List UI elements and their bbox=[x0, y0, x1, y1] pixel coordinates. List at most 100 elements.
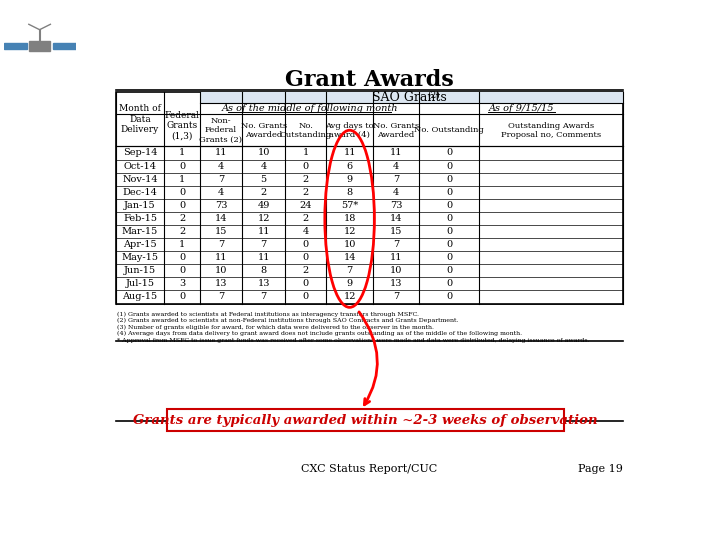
Text: 0: 0 bbox=[303, 161, 309, 171]
Text: 5: 5 bbox=[261, 174, 266, 184]
Text: Avg days to
award (4): Avg days to award (4) bbox=[325, 122, 374, 139]
Text: 4: 4 bbox=[218, 188, 224, 197]
Text: 2: 2 bbox=[302, 266, 309, 275]
Text: 6: 6 bbox=[346, 161, 353, 171]
Text: 7: 7 bbox=[261, 293, 266, 301]
Text: 18: 18 bbox=[343, 214, 356, 223]
Text: 0: 0 bbox=[446, 227, 452, 236]
Text: 4: 4 bbox=[302, 227, 309, 236]
Text: 0: 0 bbox=[179, 293, 185, 301]
Text: 15: 15 bbox=[390, 227, 402, 236]
Text: 11: 11 bbox=[257, 227, 270, 236]
Text: 11: 11 bbox=[215, 148, 228, 158]
Text: 0: 0 bbox=[179, 188, 185, 197]
Text: Jul-15: Jul-15 bbox=[125, 279, 155, 288]
Text: 10: 10 bbox=[215, 266, 228, 275]
Text: 14: 14 bbox=[215, 214, 228, 223]
Text: 12: 12 bbox=[257, 214, 270, 223]
Text: 2: 2 bbox=[179, 214, 185, 223]
Text: 7: 7 bbox=[218, 293, 224, 301]
Text: 2: 2 bbox=[302, 174, 309, 184]
Text: 1: 1 bbox=[179, 174, 185, 184]
Text: Federal
Grants
(1,3): Federal Grants (1,3) bbox=[165, 111, 199, 140]
Text: 13: 13 bbox=[257, 279, 270, 288]
Text: (4) Average days from data delivery to grant award does not include grants outst: (4) Average days from data delivery to g… bbox=[117, 331, 522, 336]
Text: May-15: May-15 bbox=[122, 253, 158, 262]
Text: 24: 24 bbox=[300, 201, 312, 210]
Text: 7: 7 bbox=[393, 240, 400, 249]
Text: 11: 11 bbox=[257, 253, 270, 262]
Text: 49: 49 bbox=[258, 201, 270, 210]
Text: CXC Status Report/CUC: CXC Status Report/CUC bbox=[301, 464, 437, 474]
Text: 1: 1 bbox=[179, 240, 185, 249]
Text: No.
Outstanding: No. Outstanding bbox=[279, 122, 332, 139]
Text: 9: 9 bbox=[346, 174, 353, 184]
Text: 4: 4 bbox=[393, 161, 400, 171]
FancyBboxPatch shape bbox=[167, 409, 564, 430]
Text: 10: 10 bbox=[390, 266, 402, 275]
Text: 7: 7 bbox=[218, 174, 224, 184]
Text: 57*: 57* bbox=[341, 201, 359, 210]
Text: 2: 2 bbox=[179, 227, 185, 236]
Bar bbox=[116, 92, 624, 303]
Text: 0: 0 bbox=[446, 253, 452, 262]
Text: 2: 2 bbox=[302, 188, 309, 197]
Text: 12: 12 bbox=[343, 293, 356, 301]
Text: Feb-15: Feb-15 bbox=[123, 214, 157, 223]
Bar bbox=[53, 43, 76, 49]
Text: 0: 0 bbox=[446, 214, 452, 223]
Text: (2): (2) bbox=[427, 91, 440, 100]
Text: 11: 11 bbox=[390, 148, 402, 158]
Text: 11: 11 bbox=[215, 253, 228, 262]
Text: 2: 2 bbox=[302, 214, 309, 223]
Text: 1: 1 bbox=[179, 148, 185, 158]
Text: 4: 4 bbox=[261, 161, 266, 171]
Text: 14: 14 bbox=[390, 214, 402, 223]
Text: Non-
Federal
Grants (2): Non- Federal Grants (2) bbox=[199, 117, 243, 144]
Text: Oct-14: Oct-14 bbox=[124, 161, 156, 171]
Text: 13: 13 bbox=[215, 279, 228, 288]
Text: No. Grants
Awarded: No. Grants Awarded bbox=[373, 122, 419, 139]
Text: Month of
Data
Delivery: Month of Data Delivery bbox=[119, 104, 161, 134]
Text: 4: 4 bbox=[218, 161, 224, 171]
Text: (1) Grants awarded to scientists at Federal institutions as interagency transfer: (1) Grants awarded to scientists at Fede… bbox=[117, 312, 419, 317]
Text: 10: 10 bbox=[258, 148, 270, 158]
Text: Jan-15: Jan-15 bbox=[124, 201, 156, 210]
Text: 3: 3 bbox=[179, 279, 185, 288]
Text: 13: 13 bbox=[390, 279, 402, 288]
Text: 0: 0 bbox=[446, 188, 452, 197]
Text: 73: 73 bbox=[390, 201, 402, 210]
Text: 9: 9 bbox=[346, 279, 353, 288]
Text: 73: 73 bbox=[215, 201, 228, 210]
Text: 7: 7 bbox=[261, 240, 266, 249]
Text: 12: 12 bbox=[343, 227, 356, 236]
Text: 0: 0 bbox=[179, 201, 185, 210]
Text: 0: 0 bbox=[446, 201, 452, 210]
Text: 0: 0 bbox=[446, 240, 452, 249]
Bar bbox=[29, 40, 50, 51]
Text: (3) Number of grants eligible for award, for which data were delivered to the ob: (3) Number of grants eligible for award,… bbox=[117, 325, 434, 330]
Text: SAO Grants: SAO Grants bbox=[372, 91, 451, 104]
Text: Nov-14: Nov-14 bbox=[122, 174, 158, 184]
Text: 0: 0 bbox=[303, 279, 309, 288]
Text: (2) Grants awarded to scientists at non-Federal institutions through SAO Contrac: (2) Grants awarded to scientists at non-… bbox=[117, 318, 459, 323]
Text: Mar-15: Mar-15 bbox=[122, 227, 158, 236]
Text: 0: 0 bbox=[446, 161, 452, 171]
Text: 11: 11 bbox=[343, 148, 356, 158]
Text: * Approval from MSFC to issue grant funds was received after some observations w: * Approval from MSFC to issue grant fund… bbox=[117, 338, 590, 343]
Text: Aug-15: Aug-15 bbox=[122, 293, 158, 301]
Text: 0: 0 bbox=[446, 293, 452, 301]
Text: 10: 10 bbox=[343, 240, 356, 249]
Text: 0: 0 bbox=[179, 161, 185, 171]
Text: 0: 0 bbox=[446, 148, 452, 158]
Text: Sep-14: Sep-14 bbox=[122, 148, 157, 158]
Text: Page 19: Page 19 bbox=[578, 464, 624, 474]
Text: 0: 0 bbox=[446, 266, 452, 275]
Text: 2: 2 bbox=[261, 188, 266, 197]
Text: 0: 0 bbox=[446, 279, 452, 288]
Text: Dec-14: Dec-14 bbox=[122, 188, 158, 197]
Text: 0: 0 bbox=[179, 266, 185, 275]
Text: Apr-15: Apr-15 bbox=[123, 240, 157, 249]
Text: 11: 11 bbox=[390, 253, 402, 262]
Text: 8: 8 bbox=[346, 188, 353, 197]
